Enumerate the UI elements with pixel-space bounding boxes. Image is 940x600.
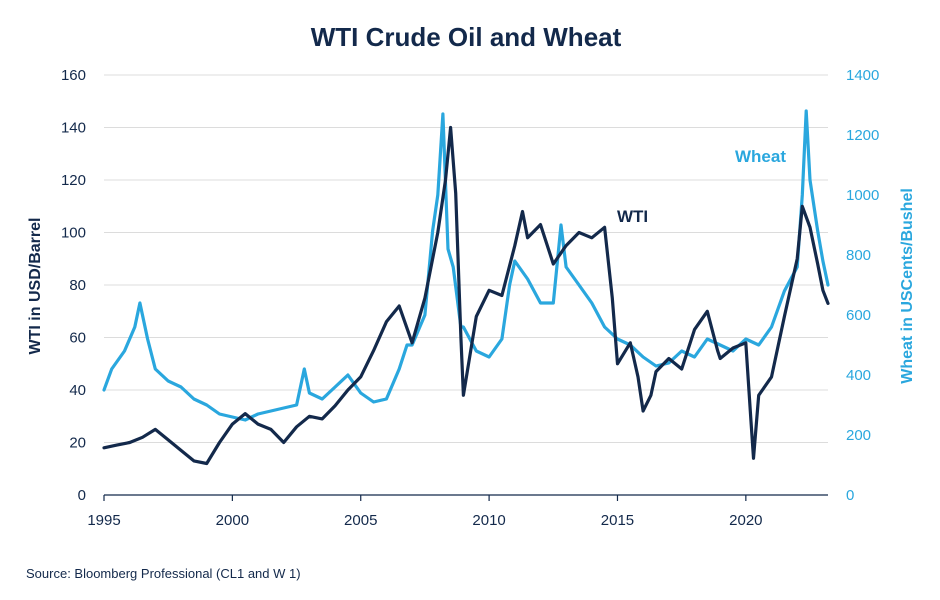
right-axis-label: Wheat in USCents/Bushel: [899, 188, 916, 384]
left-axis-ticks: 0 20 40 60 80 100 120 140 160: [61, 67, 86, 504]
x-axis-ticks: 1995 2000 2005 2010 2015 2020: [87, 495, 763, 529]
source-note: Source: Bloomberg Professional (CL1 and …: [26, 566, 301, 581]
x-tick-label: 2000: [216, 512, 249, 529]
left-tick-label: 40: [69, 382, 86, 399]
right-tick-label: 800: [846, 247, 871, 264]
right-tick-label: 0: [846, 487, 854, 504]
right-tick-label: 200: [846, 427, 871, 444]
left-axis-label: WTI in USD/Barrel: [27, 218, 44, 355]
x-tick-label: 2015: [601, 512, 634, 529]
left-tick-label: 80: [69, 277, 86, 294]
left-tick-label: 160: [61, 67, 86, 84]
wti-line: [102, 125, 830, 466]
chart-title: WTI Crude Oil and Wheat: [311, 22, 622, 52]
wti-annotation: WTI: [617, 207, 648, 226]
left-tick-label: 140: [61, 120, 86, 137]
left-tick-label: 20: [69, 435, 86, 452]
left-tick-label: 60: [69, 330, 86, 347]
left-tick-label: 120: [61, 172, 86, 189]
right-tick-label: 1000: [846, 187, 879, 204]
right-tick-label: 1200: [846, 127, 879, 144]
gridlines: [104, 74, 828, 496]
left-tick-label: 100: [61, 225, 86, 242]
right-tick-label: 600: [846, 307, 871, 324]
x-tick-label: 1995: [87, 512, 120, 529]
right-tick-label: 1400: [846, 67, 879, 84]
x-tick-label: 2005: [344, 512, 377, 529]
series-layer: [102, 109, 830, 466]
right-axis-ticks: 0 200 400 600 800 1000 1200 1400: [846, 67, 879, 504]
wheat-annotation: Wheat: [735, 147, 786, 166]
x-tick-label: 2020: [729, 512, 762, 529]
right-tick-label: 400: [846, 367, 871, 384]
x-tick-label: 2010: [472, 512, 505, 529]
left-tick-label: 0: [78, 487, 86, 504]
